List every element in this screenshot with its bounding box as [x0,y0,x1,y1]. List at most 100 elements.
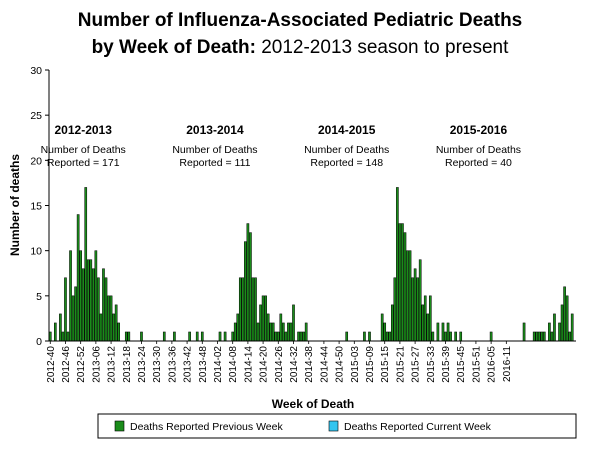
bar-previous-week [413,268,417,342]
bar-previous-week [114,304,118,342]
bar-previous-week [292,304,295,342]
x-tick-label: 2014-20 [259,346,270,383]
x-tick-label: 2015-09 [365,346,376,383]
season-deaths-count: Reported = 40 [445,157,512,169]
x-tick-label: 2013-48 [198,346,209,383]
x-tick-label: 2015-21 [395,346,406,383]
bar-previous-week [94,250,98,342]
bar-previous-week [302,331,305,342]
bar-previous-week [231,331,235,342]
bar-previous-week [127,331,131,342]
x-tick-label: 2014-26 [274,346,285,383]
season-deaths-count: Reported = 171 [47,157,120,169]
bar-previous-week [540,331,544,342]
bar-previous-week [550,331,554,342]
bar-previous-week [393,277,397,342]
bar-previous-week [459,331,463,342]
bar-previous-week [236,313,240,342]
bar-previous-week [79,250,82,342]
bar-previous-week [345,331,349,342]
bar-previous-week [104,277,108,342]
bar-previous-week [92,268,95,342]
bar-previous-week [558,322,561,342]
bar-previous-week [426,313,430,342]
bar-previous-week [563,286,566,342]
x-tick-label: 2014-32 [289,346,300,383]
bar-previous-week [99,313,103,342]
bar-previous-week [117,322,120,342]
y-tick-label: 30 [30,65,42,77]
x-tick-label: 2014-14 [243,346,254,383]
bar-previous-week [449,331,452,342]
bar-previous-week [200,331,204,342]
x-tick-label: 2013-06 [91,346,102,383]
x-tick-label: 2012-52 [76,346,87,383]
bar-previous-week [241,277,245,342]
bar-previous-week [282,322,285,342]
bar-previous-week [107,295,110,342]
x-tick-label: 2014-08 [228,346,239,383]
bar-previous-week [84,187,88,342]
bar-previous-week [86,259,90,342]
legend: Deaths Reported Previous Week Deaths Rep… [97,413,577,439]
bar-previous-week [249,232,252,342]
bar-previous-week [522,322,526,342]
bar-previous-week [441,322,445,342]
bar-previous-week [195,331,199,342]
bar-previous-week [390,304,394,342]
bar-previous-week [388,331,392,342]
bar-previous-week [274,331,278,342]
bar-previous-week [289,322,293,342]
bar-previous-week [188,331,191,342]
bar-previous-week [398,223,402,342]
season-deaths-count: Reported = 148 [310,157,383,169]
bar-previous-week [444,331,447,342]
bar-previous-week [560,304,564,342]
bar-previous-week [299,331,303,342]
legend-swatch-previous [114,420,125,432]
bar-previous-week [269,322,273,342]
bar-previous-week [304,322,308,342]
y-tick-label: 0 [36,336,42,348]
bar-previous-week [254,277,257,342]
bar-previous-week [436,322,440,342]
plot-area: 0 5 10 15 20 25 30 2012-40 2012-46 2012-52 2013-06… [30,65,576,383]
bar-previous-week [418,259,422,342]
bar-previous-week [74,286,77,342]
season-deaths-label: Number of Deaths [436,144,521,156]
x-tick-label: 2015-03 [350,346,361,383]
bar-previous-week [287,322,290,342]
season-deaths-label: Number of Deaths [41,144,126,156]
x-tick-label: 2014-44 [319,346,330,383]
bar-previous-week [416,277,419,342]
bar-previous-week [140,331,143,342]
bar-previous-week [124,331,128,342]
bar-previous-week [76,214,80,342]
season-label: 2015-2016 [450,123,508,137]
x-tick-label: 2013-12 [107,346,118,383]
bar-previous-week [532,331,536,342]
x-tick-label: 2016-11 [502,346,513,382]
bar-previous-week [64,277,67,342]
bar-previous-week [396,187,399,342]
bar-previous-week [102,268,105,342]
season-label: 2013-2014 [186,123,244,137]
bar-previous-week [276,331,280,342]
bar-previous-week [109,295,113,342]
bar-previous-week [411,277,414,342]
season-label: 2012-2013 [55,123,113,137]
x-tick-label: 2015-45 [456,346,467,383]
bar-previous-week [403,232,407,342]
x-axis-label: Week of Death [272,397,354,411]
bar-previous-week [363,331,366,342]
y-tick-label: 5 [36,291,42,303]
bar-previous-week [431,331,435,342]
bar-previous-week [266,313,270,342]
bar-previous-week [537,331,541,342]
bar-previous-week [271,322,275,342]
chart-title-line2-bold: by Week of Death: [92,37,256,58]
bar-previous-week [428,295,432,342]
season-deaths-label: Number of Deaths [172,144,257,156]
chart-title-line2-rest: 2012-2013 season to present [256,37,509,58]
bar-previous-week [173,331,176,342]
